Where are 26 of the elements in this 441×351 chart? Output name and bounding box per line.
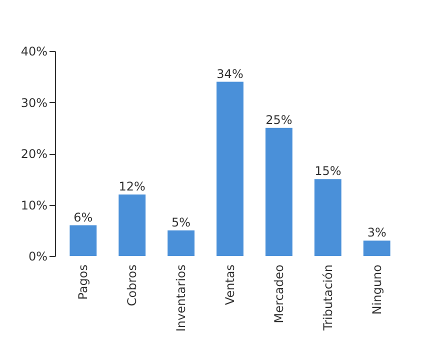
x-tick-label: Cobros	[125, 264, 140, 306]
bar	[216, 82, 244, 256]
x-tick-label: Tributación	[320, 264, 335, 332]
bar	[118, 194, 146, 256]
bar	[265, 128, 292, 256]
data-label: 3%	[367, 226, 386, 240]
y-tick-label: 0%	[28, 250, 48, 264]
data-label: 15%	[314, 164, 342, 178]
bar	[70, 225, 97, 256]
data-label: 5%	[172, 215, 191, 230]
y-tick-label: 30%	[20, 96, 48, 110]
x-tick-label: Ventas	[223, 264, 237, 306]
bar	[314, 179, 342, 256]
y-tick-label: 40%	[20, 44, 48, 58]
x-tick-label: Ninguno	[370, 264, 384, 315]
x-tick-label: Mercadeo	[272, 264, 286, 324]
x-tick-label: Pagos	[76, 264, 90, 300]
data-label: 12%	[118, 180, 146, 194]
y-tick-label: 10%	[20, 198, 48, 212]
y-tick-label: 20%	[20, 147, 48, 161]
data-label: 6%	[74, 210, 93, 224]
x-tick-label: Inventarios	[174, 264, 188, 332]
bar	[363, 240, 390, 256]
bar	[168, 230, 195, 256]
data-label: 25%	[266, 112, 292, 127]
data-label: 34%	[216, 66, 244, 81]
